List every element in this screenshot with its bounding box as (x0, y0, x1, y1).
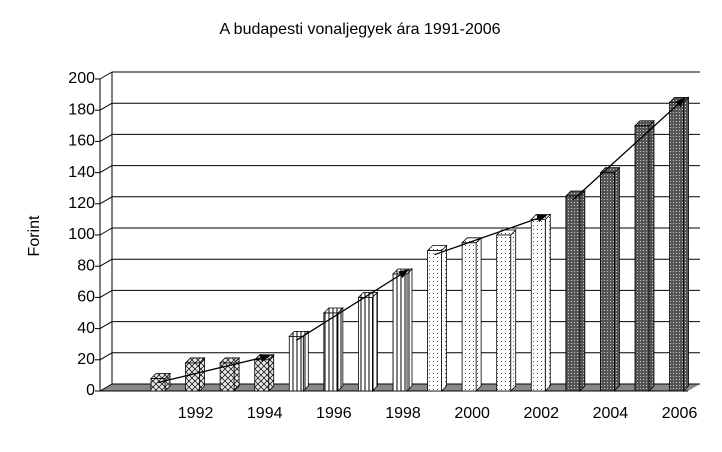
y-tick-label: 120 (68, 195, 95, 212)
x-tick-label: 1998 (385, 405, 421, 422)
bar (323, 312, 339, 392)
y-tick-label: 40 (77, 320, 95, 337)
bar-side (510, 229, 517, 392)
bar-side (441, 244, 447, 392)
y-tick-label: 0 (86, 382, 95, 399)
chart-title: A budapesti vonaljegyek ára 1991-2006 (219, 21, 500, 38)
bar-side (406, 268, 413, 392)
grid-line (99, 289, 113, 298)
grid-line (99, 196, 113, 205)
y-tick-label: 160 (68, 133, 95, 150)
y-axis-label: Forint (26, 215, 43, 256)
grid-line (99, 133, 113, 142)
grid-line (99, 383, 113, 392)
bar (565, 195, 581, 392)
x-tick-label: 2002 (523, 405, 559, 422)
bar-side (648, 119, 655, 392)
grid-line (99, 102, 113, 111)
bar (254, 359, 270, 392)
bar-side (268, 353, 275, 392)
bar-side (579, 190, 586, 392)
x-tick-label: 2000 (454, 405, 490, 422)
bar (358, 296, 373, 392)
grid-line (99, 258, 113, 267)
bar (669, 102, 684, 392)
x-tick-label: 2006 (662, 405, 698, 422)
trend-arrow (295, 269, 410, 341)
bar (530, 218, 546, 392)
bar-side (372, 291, 378, 392)
bar (600, 172, 615, 392)
trend-arrow (434, 214, 548, 256)
trend-arrow (157, 354, 271, 384)
bar (219, 362, 235, 392)
bar (392, 273, 408, 392)
bar (427, 250, 442, 392)
bar (461, 242, 477, 392)
bar (150, 378, 166, 392)
y-tick-label: 80 (77, 257, 95, 274)
x-tick-label: 1992 (178, 405, 214, 422)
y-tick-label: 180 (68, 101, 95, 118)
y-tick-label: 200 (68, 70, 95, 87)
y-tick-label: 60 (77, 289, 95, 306)
grid-line (99, 352, 113, 361)
trend-arrow (572, 97, 686, 201)
bar-side (544, 213, 551, 392)
bar-side (199, 356, 205, 392)
grid-line (99, 165, 113, 174)
grid-line (99, 71, 113, 80)
x-tick-label: 1996 (316, 405, 352, 422)
grid-line (99, 321, 113, 330)
bar-side (475, 236, 482, 392)
x-tick-label: 1994 (247, 405, 283, 422)
bar-side (302, 330, 309, 392)
bar-side (337, 307, 344, 392)
bar-side (683, 96, 689, 392)
bar (185, 362, 200, 392)
y-tick-label: 100 (68, 226, 95, 243)
bar (634, 125, 650, 392)
x-tick-label: 2004 (593, 405, 629, 422)
grid-line (99, 227, 113, 236)
bar (288, 335, 304, 392)
bar-side (614, 166, 620, 392)
y-tick-label: 140 (68, 164, 95, 181)
bar (496, 234, 512, 392)
y-tick-label: 20 (77, 351, 95, 368)
